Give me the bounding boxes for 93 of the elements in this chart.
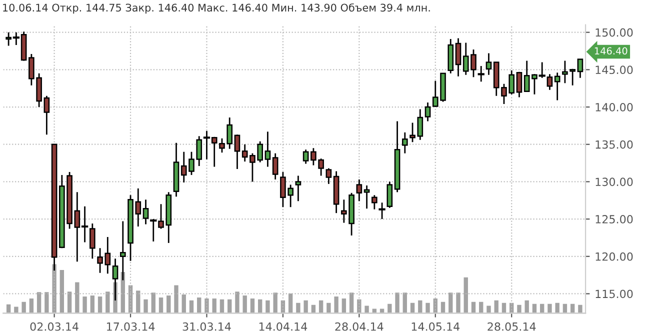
bar (326, 302, 331, 314)
y-tick-label: 130.00 (596, 178, 633, 186)
bar (250, 298, 255, 314)
bar (464, 277, 468, 314)
x-tick-label: 28.04.14 (335, 322, 384, 331)
bar (258, 299, 262, 314)
x-tick-label: 17.03.14 (107, 322, 155, 331)
candlestick (402, 132, 408, 154)
bar (36, 292, 42, 314)
bar (14, 306, 18, 314)
candlestick (386, 181, 393, 209)
candlestick (295, 175, 302, 202)
y-tick-label: 120.00 (596, 252, 633, 261)
bar (151, 292, 156, 314)
bar (273, 292, 278, 314)
bar (357, 299, 362, 314)
bar (242, 296, 247, 314)
bar (288, 294, 293, 314)
x-tick-label: 14.04.14 (259, 322, 308, 331)
bar (555, 302, 560, 314)
candlestick (486, 52, 492, 76)
candlestick (378, 202, 386, 220)
candlestick (516, 71, 522, 98)
bar (342, 298, 346, 314)
bar (189, 300, 194, 314)
y-tick-label: 115.00 (596, 290, 633, 298)
candlestick (577, 58, 584, 79)
bar (395, 292, 400, 314)
bar (334, 296, 338, 314)
bar (266, 300, 270, 314)
bar (426, 302, 430, 314)
bar (220, 299, 224, 314)
candlestick (554, 72, 560, 101)
bar (67, 292, 72, 314)
x-tick-label: 28.05.14 (488, 322, 536, 331)
bar (90, 296, 95, 314)
bar (44, 292, 49, 314)
bar (296, 302, 300, 314)
bar (364, 306, 369, 314)
candlestick (44, 95, 50, 136)
bar (212, 298, 216, 314)
bar (166, 296, 171, 314)
y-tick-label: 125.00 (596, 215, 633, 224)
x-tick-label: 14.05.14 (412, 322, 460, 331)
bar (548, 304, 552, 314)
text: 146.40 (594, 47, 628, 55)
bar (60, 270, 64, 314)
candlestick (356, 178, 362, 202)
candlestick (234, 134, 240, 170)
candlestick (424, 102, 431, 122)
candlestick (264, 130, 271, 168)
bar (524, 300, 529, 314)
bar (448, 292, 453, 314)
y-tick-label: 140.00 (596, 102, 633, 112)
candlestick (90, 222, 96, 260)
bar (29, 298, 34, 314)
candlestick (372, 194, 378, 210)
x-tick-label: 31.03.14 (182, 322, 231, 331)
bar (144, 299, 148, 314)
y-tick-label: 145.00 (596, 66, 633, 74)
bar (494, 300, 498, 314)
candlestick (455, 38, 462, 78)
candlestick (302, 148, 309, 164)
bar (98, 296, 102, 314)
bar (197, 297, 202, 314)
y-tick-label: 135.00 (596, 140, 633, 149)
candlestick (272, 152, 278, 180)
candlestick (326, 168, 332, 185)
bar (235, 292, 240, 314)
bar (418, 300, 422, 314)
y-tick-label: 150.00 (596, 28, 633, 37)
bar (228, 299, 232, 314)
bar (182, 294, 186, 314)
bar (486, 306, 491, 314)
chart-title: 10.06.14 Откр. 144.75 Закр. 146.40 Макс. 146.40 Мин. 143.90 Объем 39.4 млн. (3, 3, 430, 14)
bar (456, 292, 460, 314)
bar (82, 296, 87, 314)
bar (304, 300, 308, 314)
bar (174, 285, 178, 314)
bar (75, 282, 80, 314)
bar (318, 300, 324, 314)
bar (22, 302, 26, 314)
candlestick (142, 198, 149, 225)
candlestick (364, 184, 370, 210)
x-tick-label: 02.03.14 (30, 322, 78, 331)
candlestick (478, 65, 484, 82)
bar (578, 304, 582, 314)
candlestick (546, 73, 553, 91)
bar (349, 292, 354, 314)
bar (158, 297, 164, 314)
bar (106, 292, 110, 314)
bar (517, 304, 522, 314)
bar (388, 304, 392, 314)
